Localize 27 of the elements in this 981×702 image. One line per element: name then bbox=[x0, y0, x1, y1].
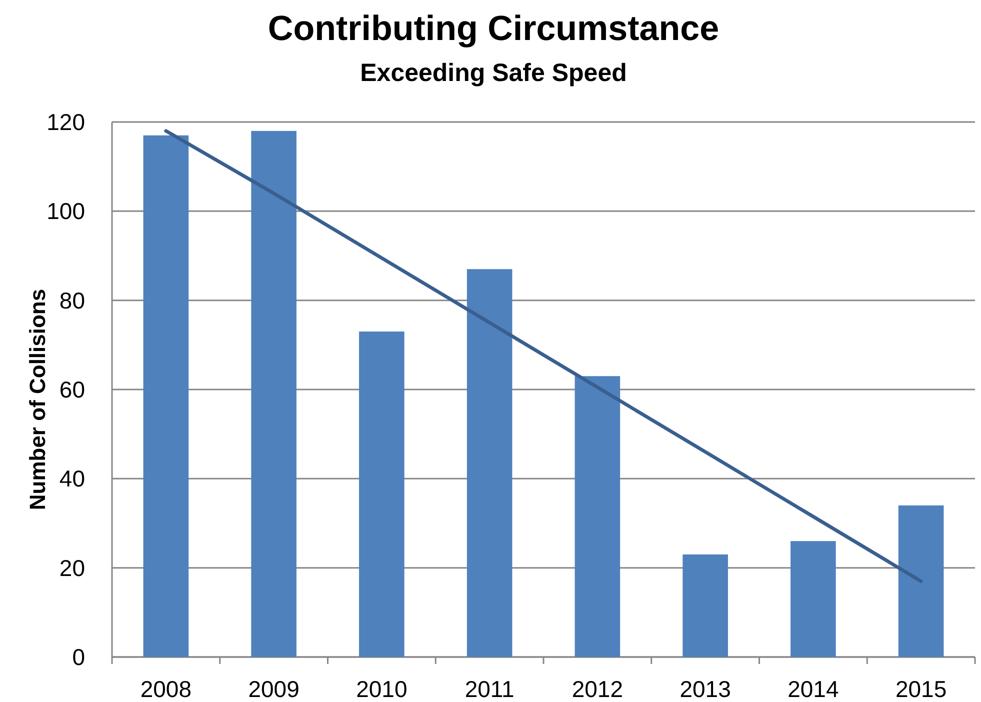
bar bbox=[682, 554, 728, 657]
bar bbox=[359, 332, 404, 657]
x-tick-label: 2012 bbox=[572, 676, 624, 702]
x-tick-label: 2013 bbox=[680, 676, 731, 702]
x-tick-label: 2010 bbox=[356, 676, 408, 702]
chart-subtitle: Exceeding Safe Speed bbox=[360, 59, 627, 87]
bar bbox=[898, 505, 944, 657]
y-tick-label: 0 bbox=[72, 644, 85, 670]
bar bbox=[251, 130, 296, 657]
bar bbox=[574, 376, 620, 657]
bar bbox=[143, 135, 189, 657]
bar bbox=[790, 541, 836, 657]
x-tick-label: 2009 bbox=[248, 676, 300, 702]
y-tick-label: 80 bbox=[59, 287, 85, 314]
y-tick-label: 20 bbox=[59, 554, 85, 581]
y-tick-label: 60 bbox=[59, 376, 85, 403]
line-series bbox=[164, 129, 923, 583]
x-tick-label: 2008 bbox=[140, 676, 192, 702]
y-tick-label: 120 bbox=[46, 109, 85, 136]
y-axis-title: Number of Collisions bbox=[25, 288, 50, 510]
x-tick-label: 2014 bbox=[788, 676, 839, 702]
x-tick-label: 2015 bbox=[895, 676, 947, 702]
bar bbox=[466, 269, 512, 657]
x-tick-label: 2011 bbox=[464, 676, 514, 702]
chart-title: Contributing Circumstance bbox=[268, 9, 720, 48]
y-tick-label: 100 bbox=[46, 198, 85, 224]
y-tick-label: 40 bbox=[59, 466, 85, 492]
